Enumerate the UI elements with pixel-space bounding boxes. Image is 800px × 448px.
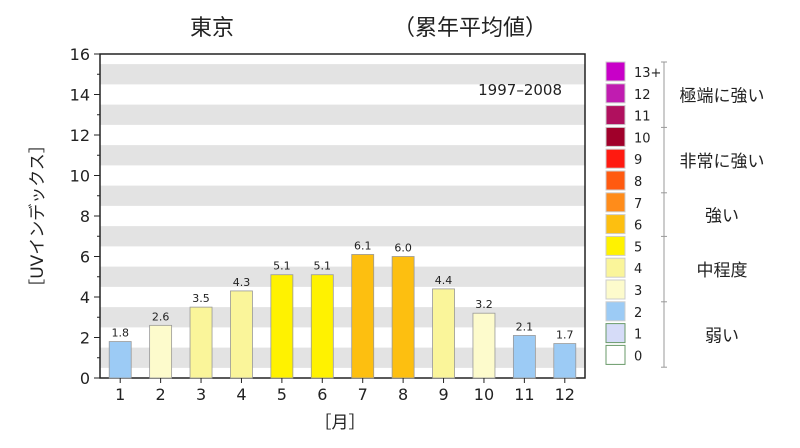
legend-swatch-8	[605, 170, 626, 191]
y-tick-label: 10	[70, 167, 90, 186]
bar-3	[189, 306, 213, 379]
x-tick-label: 9	[438, 385, 448, 404]
legend-level-label: 6	[634, 219, 642, 234]
x-tick-label: 7	[358, 385, 368, 404]
x-tick-label: 1	[115, 385, 125, 404]
legend-level-label: 8	[634, 175, 642, 190]
y-tick-label: 6	[80, 248, 90, 267]
y-axis-label: ［UVインデックス］	[27, 136, 48, 296]
bar-value-label: 4.4	[435, 274, 453, 287]
x-tick-label: 8	[398, 385, 408, 404]
legend-category-label: 非常に強い	[680, 152, 765, 172]
chart-subtitle: （累年平均値）	[393, 16, 547, 41]
bar-1	[108, 341, 132, 379]
legend-swatch-2	[605, 301, 626, 322]
bar-value-label: 6.1	[354, 239, 372, 252]
legend-level-label: 12	[634, 88, 651, 103]
bar-5	[270, 274, 294, 379]
legend-level-label: 7	[634, 197, 642, 212]
legend-swatch-4	[605, 257, 626, 278]
legend-swatch-13+	[605, 61, 626, 82]
legend-level-label: 10	[634, 131, 651, 146]
legend-swatch-7	[605, 192, 626, 213]
bar-value-label: 1.8	[111, 327, 129, 340]
legend-category-label: 中程度	[697, 261, 748, 281]
legend-swatch-12	[605, 83, 626, 104]
legend-level-label: 0	[634, 349, 642, 364]
x-tick-label: 10	[474, 385, 494, 404]
bar-10	[472, 312, 496, 379]
legend-swatch-6	[605, 214, 626, 235]
legend-level-label: 13+	[634, 66, 661, 81]
bar-12	[553, 343, 577, 379]
x-tick-label: 2	[156, 385, 166, 404]
grid-band	[100, 145, 585, 166]
y-tick-label: 16	[70, 45, 90, 64]
bar-8	[391, 256, 415, 379]
legend-level-label: 4	[634, 262, 642, 277]
x-tick-label: 4	[236, 385, 246, 404]
bar-6	[310, 274, 334, 379]
bar-11	[512, 335, 536, 379]
y-tick-label: 4	[80, 288, 90, 307]
bar-value-label: 5.1	[314, 260, 332, 273]
grid-band	[100, 266, 585, 287]
period-annotation: 1997–2008	[478, 81, 562, 99]
legend-level-label: 1	[634, 328, 642, 343]
bar-value-label: 6.0	[394, 242, 412, 255]
grid-band	[100, 64, 585, 85]
legend-swatch-5	[605, 235, 626, 256]
y-tick-label: 12	[70, 126, 90, 145]
x-tick-label: 11	[514, 385, 534, 404]
legend-level-label: 11	[634, 110, 651, 125]
legend-category-label: 強い	[705, 207, 739, 227]
legend-category-label: 極端に強い	[680, 87, 765, 107]
legend-level-label: 9	[634, 153, 642, 168]
legend-level-label: 5	[634, 240, 642, 255]
legend-swatch-9	[605, 148, 626, 169]
legend-swatch-11	[605, 105, 626, 126]
y-tick-label: 0	[80, 369, 90, 388]
legend-category-label: 弱い	[705, 327, 739, 347]
legend-swatch-1	[605, 323, 626, 344]
x-tick-label: 5	[277, 385, 287, 404]
x-tick-label: 12	[555, 385, 575, 404]
legend-swatch-10	[605, 126, 626, 147]
bar-value-label: 2.6	[152, 310, 170, 323]
y-tick-label: 2	[80, 329, 90, 348]
bar-value-label: 3.2	[475, 298, 493, 311]
bar-2	[149, 324, 173, 379]
bar-value-label: 2.1	[516, 320, 534, 333]
x-axis-label: ［月］	[315, 413, 366, 433]
bar-7	[351, 254, 375, 379]
bar-value-label: 1.7	[556, 329, 574, 342]
legend-swatch-0	[605, 344, 626, 365]
grid-band	[100, 185, 585, 206]
y-tick-label: 14	[70, 86, 90, 105]
grid-band	[100, 347, 585, 368]
x-tick-label: 6	[317, 385, 327, 404]
legend-swatch-3	[605, 279, 626, 300]
bar-value-label: 3.5	[192, 292, 210, 305]
plot-background	[100, 54, 585, 378]
legend-level-label: 2	[634, 306, 642, 321]
grid-band	[100, 307, 585, 328]
bar-value-label: 5.1	[273, 260, 291, 273]
chart-title: 東京	[190, 16, 234, 41]
x-tick-label: 3	[196, 385, 206, 404]
legend-level-label: 3	[634, 284, 642, 299]
grid-band	[100, 104, 585, 125]
bar-value-label: 4.3	[233, 276, 251, 289]
y-tick-label: 8	[80, 207, 90, 226]
bar-4	[230, 290, 253, 379]
bar-9	[432, 288, 455, 379]
grid-band	[100, 226, 585, 247]
